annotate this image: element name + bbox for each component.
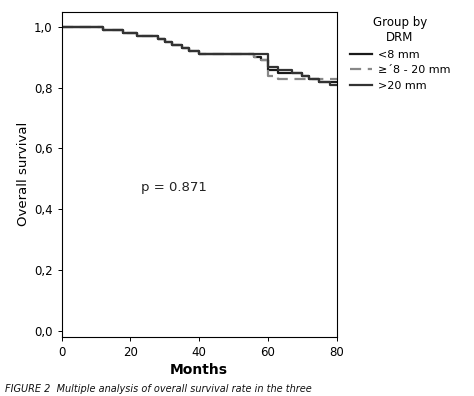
Y-axis label: Overall survival: Overall survival — [17, 122, 30, 227]
Text: FIGURE 2  Multiple analysis of overall survival rate in the three: FIGURE 2 Multiple analysis of overall su… — [5, 384, 311, 394]
Legend: <8 mm, ≥´8 - 20 mm, >20 mm: <8 mm, ≥´8 - 20 mm, >20 mm — [347, 14, 452, 93]
X-axis label: Months: Months — [170, 363, 228, 377]
Text: p = 0.871: p = 0.871 — [141, 181, 207, 194]
